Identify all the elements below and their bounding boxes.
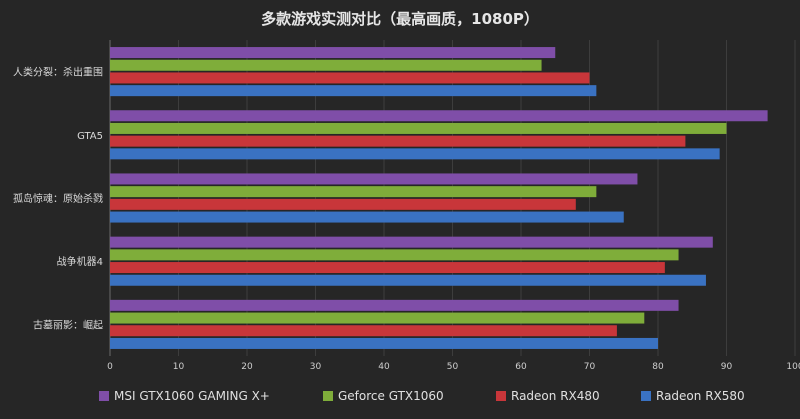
category-label: 战争机器4 <box>57 255 103 268</box>
bar <box>110 72 590 84</box>
bar <box>110 148 720 160</box>
legend-label: Radeon RX580 <box>656 389 745 403</box>
legend-swatch <box>323 391 333 401</box>
x-tick-label: 90 <box>721 362 733 372</box>
legend-label: Radeon RX480 <box>511 389 600 403</box>
legend-swatch <box>641 391 651 401</box>
legend-label: Geforce GTX1060 <box>338 389 444 403</box>
bar <box>110 325 617 337</box>
category-label: 孤岛惊魂：原始杀戮 <box>13 192 103 205</box>
x-tick-label: 70 <box>584 362 596 372</box>
chart-title: 多款游戏实测对比（最高画质，1080P） <box>261 10 539 28</box>
bar <box>110 274 706 286</box>
bar <box>110 110 768 122</box>
bar <box>110 337 658 349</box>
legend-label: MSI GTX1060 GAMING X+ <box>114 389 270 403</box>
bar <box>110 312 645 324</box>
legend: MSI GTX1060 GAMING X+ Geforce GTX1060 Rade… <box>99 389 745 403</box>
bar <box>110 186 597 198</box>
x-tick-label: 60 <box>515 362 527 372</box>
x-tick-label: 80 <box>652 362 664 372</box>
bar <box>110 236 713 248</box>
category-label: 古墓丽影：崛起 <box>33 318 103 331</box>
bar <box>110 85 597 97</box>
x-tick-labels: 0 10 20 30 40 50 60 70 80 90 100 <box>107 362 800 372</box>
bar <box>110 249 679 261</box>
bar <box>110 135 686 147</box>
x-tick-label: 10 <box>173 362 185 372</box>
bar <box>110 211 624 223</box>
legend-swatch <box>99 391 109 401</box>
x-tick-label: 20 <box>241 362 253 372</box>
bar <box>110 173 638 185</box>
bar <box>110 59 542 71</box>
legend-swatch <box>496 391 506 401</box>
bar <box>110 262 665 274</box>
x-tick-label: 30 <box>310 362 322 372</box>
bars <box>110 47 768 349</box>
category-label: GTA5 <box>77 131 103 142</box>
bar <box>110 299 679 311</box>
bar <box>110 122 727 134</box>
bar <box>110 198 576 210</box>
x-tick-label: 40 <box>378 362 390 372</box>
x-tick-label: 50 <box>447 362 459 372</box>
x-tick-label: 100 <box>786 362 800 372</box>
x-tick-label: 0 <box>107 362 113 372</box>
category-label: 人类分裂：杀出重围 <box>13 66 103 79</box>
bar <box>110 47 556 59</box>
